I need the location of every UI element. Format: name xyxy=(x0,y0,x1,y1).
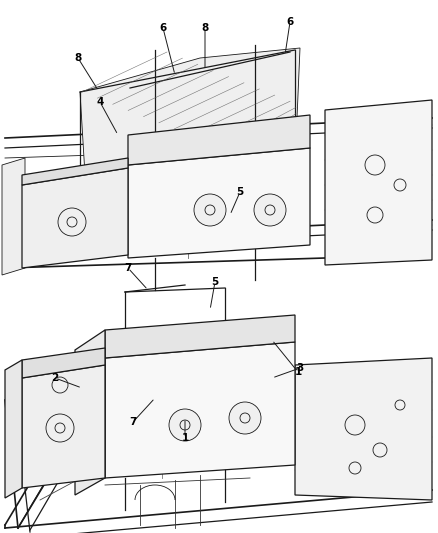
Text: 1: 1 xyxy=(294,367,302,377)
Circle shape xyxy=(58,208,86,236)
Text: 3: 3 xyxy=(297,363,304,373)
Text: 7: 7 xyxy=(129,417,137,427)
Circle shape xyxy=(194,194,226,226)
Polygon shape xyxy=(105,315,295,358)
Text: 8: 8 xyxy=(201,23,208,33)
Text: 5: 5 xyxy=(212,277,219,287)
Polygon shape xyxy=(22,158,128,185)
Polygon shape xyxy=(105,342,295,478)
Circle shape xyxy=(169,409,201,441)
Polygon shape xyxy=(75,330,105,495)
Text: 6: 6 xyxy=(286,17,293,27)
Text: 4: 4 xyxy=(96,97,104,107)
Polygon shape xyxy=(2,158,25,275)
Circle shape xyxy=(46,414,74,442)
Polygon shape xyxy=(128,148,310,258)
Polygon shape xyxy=(295,358,432,500)
Text: 2: 2 xyxy=(51,373,59,383)
Text: 5: 5 xyxy=(237,187,244,197)
Polygon shape xyxy=(80,48,300,175)
Text: 1: 1 xyxy=(181,433,189,443)
Text: 8: 8 xyxy=(74,53,81,63)
Circle shape xyxy=(229,402,261,434)
Polygon shape xyxy=(325,100,432,265)
Polygon shape xyxy=(22,365,105,488)
Text: 6: 6 xyxy=(159,23,166,33)
Circle shape xyxy=(254,194,286,226)
Circle shape xyxy=(52,377,68,393)
Polygon shape xyxy=(128,115,310,165)
Polygon shape xyxy=(22,168,128,268)
Polygon shape xyxy=(5,360,22,498)
Text: 7: 7 xyxy=(124,263,132,273)
Polygon shape xyxy=(22,348,105,378)
